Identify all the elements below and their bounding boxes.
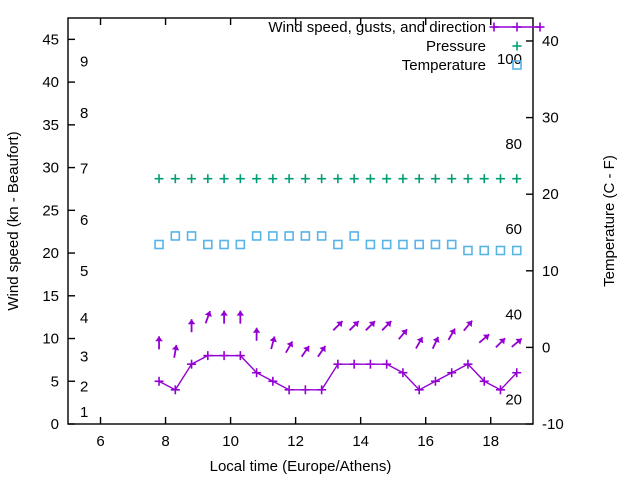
wind-direction-arrow (352, 321, 359, 328)
y2-axis-title: Temperature (C - F) (601, 155, 618, 287)
y-axis-tick-label: 20 (42, 245, 59, 262)
wind-direction-arrow (466, 320, 473, 327)
temperature-point (414, 239, 424, 250)
beaufort-scale-label: 7 (80, 161, 88, 178)
wind-direction-arrow (269, 336, 277, 343)
wind-direction-arrow (482, 334, 490, 341)
chart-generated-content: 051015202530354045123456789-100102030402… (5, 17, 618, 475)
y2-axis-tick-label: 10 (542, 263, 559, 280)
y-axis-tick-label: 30 (42, 160, 59, 177)
wind-direction-arrow (336, 321, 343, 328)
y2-axis-tick-label: -10 (542, 416, 564, 433)
wind-direction-arrow (515, 338, 522, 345)
beaufort-scale-label: 6 (80, 212, 88, 229)
temperature-point (300, 231, 311, 241)
y2-axis-tick-label: 40 (542, 33, 559, 50)
y-axis-title: Wind speed (kn - Beaufort) (5, 131, 22, 310)
x-axis-tick-label: 12 (287, 433, 304, 450)
temperature-point (268, 231, 278, 241)
temperature-point (398, 239, 408, 250)
wind-direction-arrow (385, 321, 392, 328)
legend-label: Pressure (426, 38, 486, 55)
beaufort-scale-label: 9 (80, 54, 88, 71)
wind-direction-arrow (449, 328, 456, 335)
legend-sample-temperature (512, 60, 522, 70)
beaufort-scale-label: 3 (80, 349, 88, 366)
wind-direction-arrow (187, 319, 196, 325)
x-axis-tick-label: 6 (96, 433, 104, 450)
plot-frame (67, 17, 534, 425)
wind-direction-arrow (401, 329, 408, 336)
temperature-point (381, 239, 392, 250)
y-axis-tick-label: 40 (42, 74, 59, 91)
temperature-point (495, 245, 506, 256)
beaufort-scale-label: 8 (80, 105, 88, 122)
temperature-point (154, 239, 164, 250)
wind-direction-arrow (416, 337, 424, 344)
fahrenheit-scale-label: 80 (505, 136, 522, 153)
temperature-point (430, 239, 441, 250)
wind-direction-arrow (171, 344, 180, 351)
y-axis-tick-label: 10 (42, 331, 59, 348)
temperature-point (186, 231, 197, 241)
wind-direction-arrow (286, 341, 294, 348)
beaufort-scale-label: 4 (80, 310, 88, 327)
x-axis-tick-label: 10 (222, 433, 239, 450)
wind-direction-arrow (432, 336, 440, 344)
x-axis-tick-label: 16 (417, 433, 434, 450)
temperature-point (511, 245, 522, 256)
x-axis-tick-label: 8 (161, 433, 169, 450)
fahrenheit-scale-label: 100 (497, 51, 522, 68)
temperature-point (219, 239, 229, 250)
beaufort-scale-label: 5 (80, 263, 88, 280)
wind-direction-arrow (319, 346, 326, 353)
wind-direction-arrow (220, 310, 228, 316)
temperature-point (284, 231, 294, 241)
beaufort-scale-label: 2 (80, 379, 88, 396)
x-axis-tick-label: 18 (482, 433, 499, 450)
temperature-point (333, 239, 343, 250)
temperature-point (446, 239, 457, 250)
y-axis-tick-label: 15 (42, 288, 59, 305)
beaufort-scale-label: 1 (80, 404, 88, 421)
temperature-point (349, 231, 359, 241)
y-axis-tick-label: 0 (51, 416, 59, 433)
temperature-point (479, 245, 490, 256)
temperature-point (365, 239, 376, 250)
fahrenheit-scale-label: 60 (505, 221, 522, 238)
temperature-point (203, 239, 213, 250)
wind-direction-arrow (204, 311, 212, 318)
wind-direction-arrow (498, 338, 506, 345)
wind-direction-arrow (368, 321, 376, 328)
y-axis-tick-label: 5 (51, 373, 59, 390)
temperature-point (251, 231, 262, 241)
y-axis-tick-label: 45 (42, 31, 59, 48)
y2-axis-tick-label: 0 (542, 339, 550, 356)
x-axis-title: Local time (Europe/Athens) (210, 458, 392, 475)
temperature-point (170, 231, 181, 241)
temperature-point (316, 231, 327, 241)
y-axis-tick-label: 35 (42, 117, 59, 134)
y2-axis-tick-label: 20 (542, 186, 559, 203)
wind-direction-arrow (252, 327, 261, 333)
fahrenheit-scale-label: 40 (505, 307, 522, 324)
y2-axis-tick-label: 30 (542, 110, 559, 127)
wind-direction-arrow (303, 346, 310, 353)
legend-label: Wind speed, gusts, and direction (268, 19, 486, 36)
fahrenheit-scale-label: 20 (505, 392, 522, 409)
wind-direction-arrow (236, 310, 245, 316)
x-axis-tick-label: 14 (352, 433, 369, 450)
legend-label: Temperature (402, 57, 486, 74)
y-axis-tick-label: 25 (42, 202, 59, 219)
temperature-point (463, 245, 473, 256)
wind-direction-arrow (155, 336, 163, 342)
temperature-point (235, 239, 246, 250)
